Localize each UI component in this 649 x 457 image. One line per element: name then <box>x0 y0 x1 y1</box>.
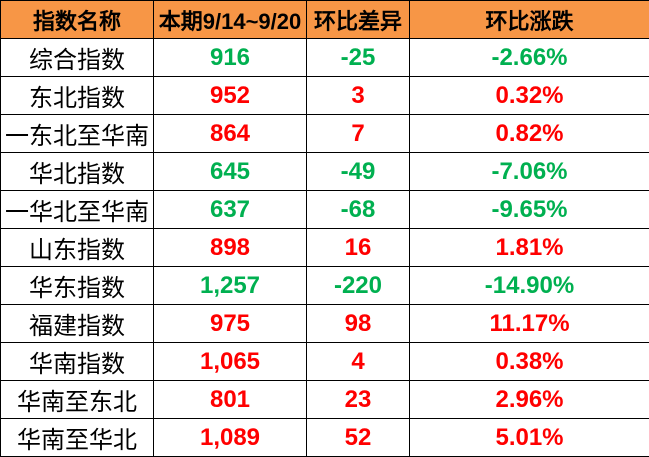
name-cell: 华南至东北 <box>0 380 154 419</box>
name-cell: 一东北至华南 <box>0 114 154 153</box>
header-current: 本期9/14~9/20 <box>153 0 307 39</box>
header-name: 指数名称 <box>0 0 154 39</box>
pct-cell: 5.01% <box>409 418 649 457</box>
value-cell: 801 <box>153 380 307 419</box>
name-cell: 华南指数 <box>0 342 154 381</box>
name-cell: 东北指数 <box>0 76 154 115</box>
diff-cell: 52 <box>306 418 410 457</box>
value-cell: 975 <box>153 304 307 343</box>
diff-cell: 3 <box>306 76 410 115</box>
table-row: 山东指数 898 16 1.81% <box>0 228 649 267</box>
pct-cell: -2.66% <box>409 38 649 77</box>
table-row: 华东指数 1,257 -220 -14.90% <box>0 266 649 305</box>
name-cell: 综合指数 <box>0 38 154 77</box>
table-row: 综合指数 916 -25 -2.66% <box>0 38 649 77</box>
name-cell: 福建指数 <box>0 304 154 343</box>
pct-cell: 0.38% <box>409 342 649 381</box>
header-diff: 环比差异 <box>306 0 410 39</box>
pct-cell: -14.90% <box>409 266 649 305</box>
diff-cell: 7 <box>306 114 410 153</box>
name-cell: 华北指数 <box>0 152 154 191</box>
table-row: 华南至华北 1,089 52 5.01% <box>0 418 649 457</box>
value-cell: 916 <box>153 38 307 77</box>
value-cell: 1,089 <box>153 418 307 457</box>
pct-cell: 2.96% <box>409 380 649 419</box>
table-row: 一东北至华南 864 7 0.82% <box>0 114 649 153</box>
name-cell: 华南至华北 <box>0 418 154 457</box>
diff-cell: 4 <box>306 342 410 381</box>
pct-cell: 1.81% <box>409 228 649 267</box>
diff-cell: 16 <box>306 228 410 267</box>
value-cell: 1,257 <box>153 266 307 305</box>
value-cell: 1,065 <box>153 342 307 381</box>
pct-cell: 0.32% <box>409 76 649 115</box>
diff-cell: 98 <box>306 304 410 343</box>
diff-cell: -49 <box>306 152 410 191</box>
table-row: 一华北至华南 637 -68 -9.65% <box>0 190 649 229</box>
table-row: 华北指数 645 -49 -7.06% <box>0 152 649 191</box>
name-cell: 一华北至华南 <box>0 190 154 229</box>
value-cell: 898 <box>153 228 307 267</box>
name-cell: 山东指数 <box>0 228 154 267</box>
table-row: 福建指数 975 98 11.17% <box>0 304 649 343</box>
pct-cell: -9.65% <box>409 190 649 229</box>
header-pct: 环比涨跌 <box>409 0 649 39</box>
table-row: 东北指数 952 3 0.32% <box>0 76 649 115</box>
value-cell: 637 <box>153 190 307 229</box>
diff-cell: -220 <box>306 266 410 305</box>
name-cell: 华东指数 <box>0 266 154 305</box>
pct-cell: -7.06% <box>409 152 649 191</box>
diff-cell: -68 <box>306 190 410 229</box>
pct-cell: 0.82% <box>409 114 649 153</box>
header-row: 指数名称 本期9/14~9/20 环比差异 环比涨跌 <box>0 0 649 39</box>
diff-cell: -25 <box>306 38 410 77</box>
pct-cell: 11.17% <box>409 304 649 343</box>
value-cell: 864 <box>153 114 307 153</box>
table-row: 华南指数 1,065 4 0.38% <box>0 342 649 381</box>
table-row: 华南至东北 801 23 2.96% <box>0 380 649 419</box>
value-cell: 645 <box>153 152 307 191</box>
value-cell: 952 <box>153 76 307 115</box>
diff-cell: 23 <box>306 380 410 419</box>
